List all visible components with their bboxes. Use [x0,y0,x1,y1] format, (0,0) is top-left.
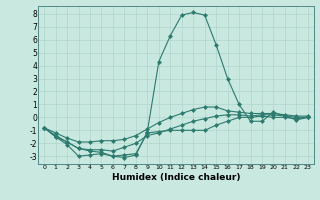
X-axis label: Humidex (Indice chaleur): Humidex (Indice chaleur) [112,173,240,182]
